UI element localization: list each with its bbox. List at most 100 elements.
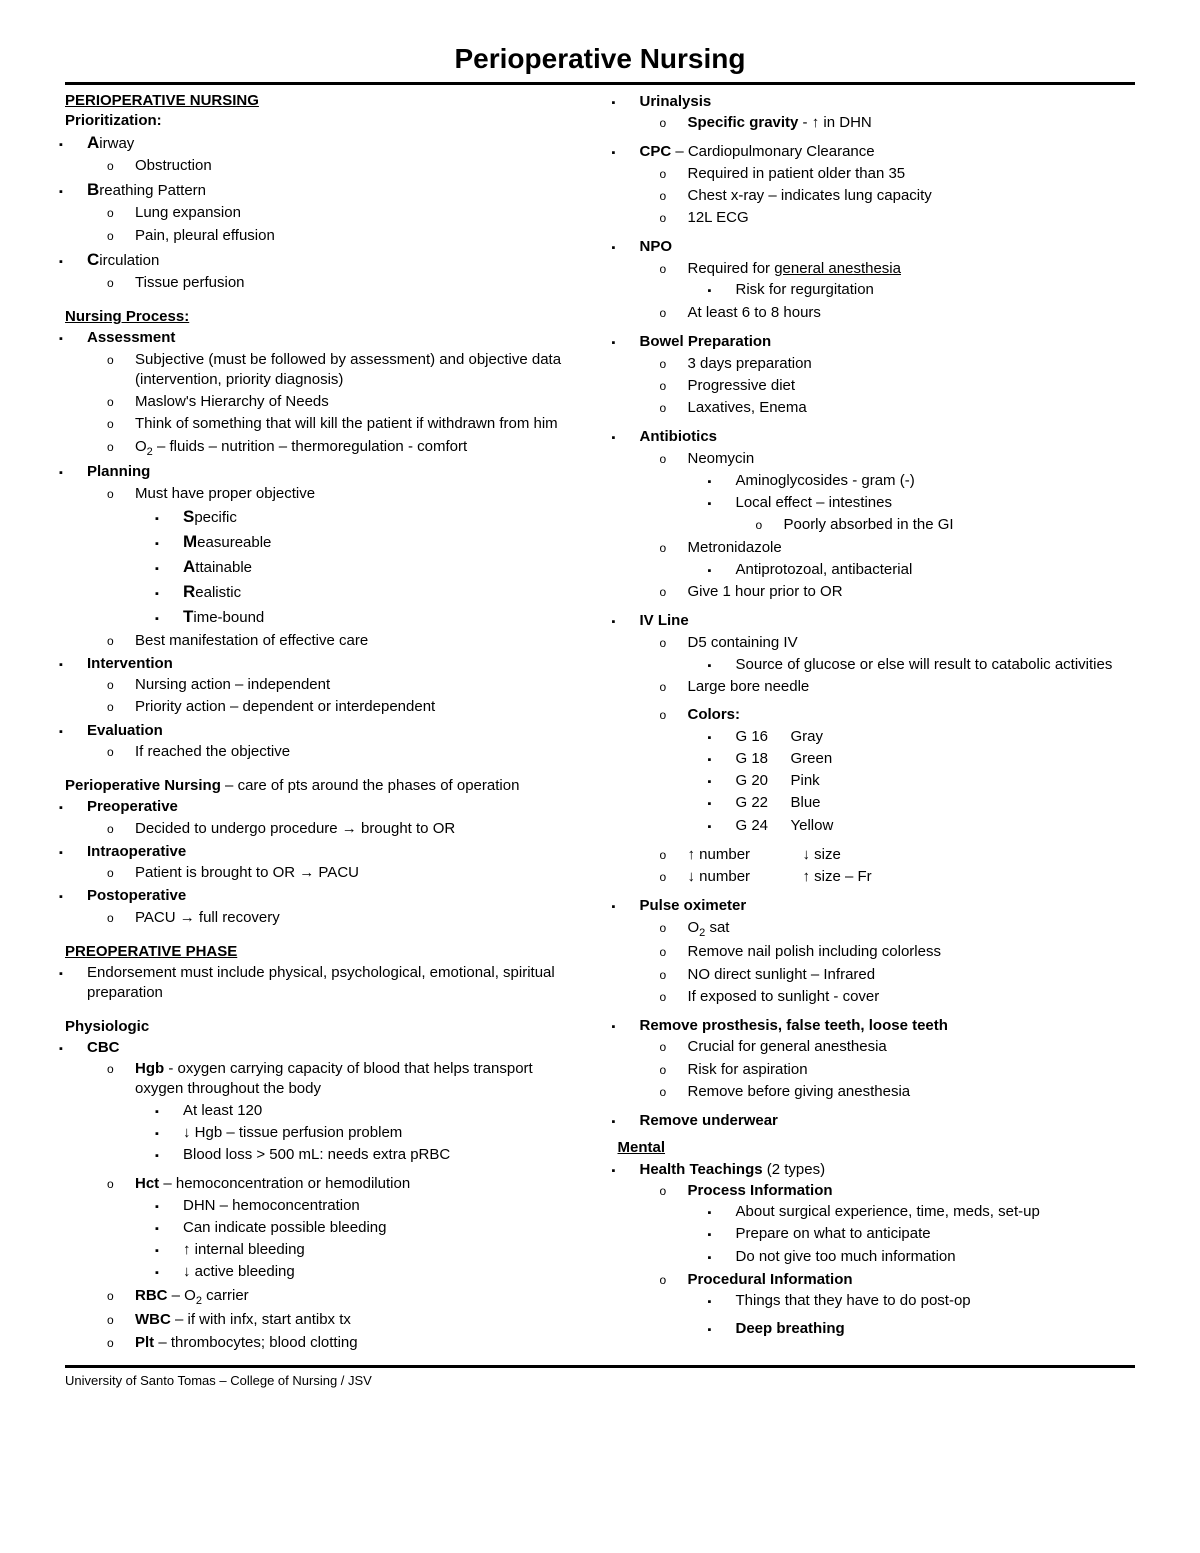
left-column: PERIOPERATIVE NURSING Prioritization: Ai… (65, 91, 583, 1355)
item-hgb-2: ↓ Hgb – tissue perfusion problem (183, 1122, 583, 1144)
item-hgb: Hgb - oxygen carrying capacity of blood … (135, 1058, 583, 1167)
item-assess-1: Subjective (must be followed by assessme… (135, 349, 583, 392)
item-endorsement: Endorsement must include physical, psych… (87, 962, 583, 1005)
item-bowel-2: Progressive diet (688, 375, 1136, 397)
item-planning: Planning Must have proper objective Spec… (87, 461, 583, 652)
item-plan-2: Best manifestation of effective care (135, 630, 583, 652)
section-heading-perioperative: PERIOPERATIVE NURSING (65, 91, 583, 111)
item-assess-4: O2 – fluids – nutrition – thermoregulati… (135, 436, 583, 461)
item-pulse-2: Remove nail polish including colorless (688, 941, 1136, 963)
section-heading-nursing-process: Nursing Process: (65, 307, 583, 327)
page-title: Perioperative Nursing (65, 40, 1135, 82)
item-npo-1a: Risk for regurgitation (736, 279, 1136, 301)
item-pulse-ox: Pulse oximeter O2 sat Remove nail polish… (640, 895, 1136, 1009)
item-iv-1: D5 containing IV (688, 632, 1136, 654)
section-heading-preop-phase: PREOPERATIVE PHASE (65, 942, 583, 962)
item-circulation: Circulation Tissue perfusion (87, 248, 583, 295)
item-npo: NPO Required for general anesthesia Risk… (640, 236, 1136, 325)
content-columns: PERIOPERATIVE NURSING Prioritization: Ai… (65, 91, 1135, 1355)
item-iv-2: Large bore needle (688, 676, 1136, 698)
item-rbc: RBC – O2 carrier (135, 1285, 583, 1310)
item-pulse-1: O2 sat (688, 917, 1136, 942)
item-evaluation: Evaluation If reached the objective (87, 720, 583, 765)
item-hct-4: ↓ active bleeding (183, 1261, 583, 1283)
item-antibiotics: Antibiotics Neomycin Aminoglycosides - g… (640, 426, 1136, 604)
item-wbc: WBC – if with infx, start antibx tx (135, 1309, 583, 1331)
item-iv-line: IV Line D5 containing IV Source of gluco… (640, 610, 1136, 889)
item-underwear: Remove underwear (640, 1110, 1136, 1132)
item-iv-1a: Source of glucose or else will result to… (736, 654, 1136, 676)
item-hct-2: Can indicate possible bleeding (183, 1217, 583, 1239)
color-row-22: G 22Blue (736, 792, 1136, 814)
item-breathing: Breathing Pattern Lung expansion Pain, p… (87, 178, 583, 247)
item-ht-process: Process Information About surgical exper… (688, 1180, 1136, 1269)
item-ht1b: Prepare on what to anticipate (736, 1223, 1136, 1245)
section-heading-mental: Mental (618, 1138, 1136, 1158)
item-abx-1a: Aminoglycosides - gram (-) (736, 470, 1136, 492)
item-abx-2a: Antiprotozoal, antibacterial (736, 559, 1136, 581)
item-abx-1b1: Poorly absorbed in the GI (784, 514, 1136, 536)
item-plan-1: Must have proper objective (135, 483, 583, 505)
divider-top (65, 82, 1135, 85)
item-pulse-3: NO direct sunlight – Infrared (688, 964, 1136, 986)
item-assess-3: Think of something that will kill the pa… (135, 413, 583, 435)
item-specific-gravity: Specific gravity - ↑ in DHN (688, 112, 1136, 134)
item-int-1: Nursing action – independent (135, 674, 583, 696)
item-urinalysis: Urinalysis Specific gravity - ↑ in DHN (640, 91, 1136, 136)
item-hgb-3: Blood loss > 500 mL: needs extra pRBC (183, 1144, 583, 1166)
right-column: Urinalysis Specific gravity - ↑ in DHN C… (618, 91, 1136, 1355)
document-page: Perioperative Nursing PERIOPERATIVE NURS… (0, 0, 1200, 1415)
item-npo-1: Required for general anesthesia Risk for… (688, 258, 1136, 303)
item-prosth-1: Crucial for general anesthesia (688, 1036, 1136, 1058)
item-airway-obstruction: Obstruction (135, 155, 583, 177)
footer-text: University of Santo Tomas – College of N… (65, 1368, 1135, 1390)
item-ht1a: About surgical experience, time, meds, s… (736, 1201, 1136, 1223)
item-bowel-1: 3 days preparation (688, 353, 1136, 375)
item-neomycin: Neomycin (688, 448, 1136, 470)
color-row-24: G 24Yellow (736, 815, 1136, 837)
item-assess-2: Maslow's Hierarchy of Needs (135, 391, 583, 413)
item-hgb-1: At least 120 (183, 1100, 583, 1122)
label-physiologic: Physiologic (65, 1017, 583, 1037)
color-row-20: G 20Pink (736, 770, 1136, 792)
size-row-down: ↓ number↑ size – Fr (688, 866, 1136, 888)
item-preoperative: Preoperative Decided to undergo procedur… (87, 796, 583, 841)
item-eval-1: If reached the objective (135, 741, 583, 763)
item-npo-2: At least 6 to 8 hours (688, 302, 1136, 324)
item-cpc-3: 12L ECG (688, 207, 1136, 229)
item-intraop-1: Patient is brought to OR → PACU (135, 862, 583, 884)
item-cpc-1: Required in patient older than 35 (688, 163, 1136, 185)
item-abx-3: Give 1 hour prior to OR (688, 581, 1136, 603)
item-colors: Colors: G 16Gray G 18Green G 20Pink G 22… (688, 704, 1136, 838)
item-airway: Airway Obstruction (87, 131, 583, 178)
item-ht2b: Deep breathing (736, 1318, 1136, 1340)
item-pain-effusion: Pain, pleural effusion (135, 225, 583, 247)
item-cbc: CBC Hgb - oxygen carrying capacity of bl… (87, 1037, 583, 1355)
item-cpc: CPC – Cardiopulmonary Clearance Required… (640, 141, 1136, 230)
item-intraoperative: Intraoperative Patient is brought to OR … (87, 841, 583, 886)
item-postoperative: Postoperative PACU → full recovery (87, 885, 583, 930)
item-metronidazole: Metronidazole (688, 537, 1136, 559)
item-tissue-perfusion: Tissue perfusion (135, 272, 583, 294)
item-intervention: Intervention Nursing action – independen… (87, 653, 583, 720)
item-ht-procedural: Procedural Information Things that they … (688, 1269, 1136, 1342)
item-measurable: Measureable (183, 530, 583, 555)
item-abx-1b: Local effect – intestines (736, 492, 1136, 514)
item-prosthesis: Remove prosthesis, false teeth, loose te… (640, 1015, 1136, 1104)
item-ht2a: Things that they have to do post-op (736, 1290, 1136, 1312)
item-attainable: Attainable (183, 555, 583, 580)
item-hct: Hct – hemoconcentration or hemodilution … (135, 1173, 583, 1284)
item-prosth-3: Remove before giving anesthesia (688, 1081, 1136, 1103)
color-row-16: G 16Gray (736, 726, 1136, 748)
item-specific: Specific (183, 505, 583, 530)
item-hct-1: DHN – hemoconcentration (183, 1195, 583, 1217)
item-bowel: Bowel Preparation 3 days preparation Pro… (640, 331, 1136, 420)
item-plt: Plt – thrombocytes; blood clotting (135, 1332, 583, 1354)
text-periop-nursing: Perioperative Nursing – care of pts arou… (65, 776, 583, 796)
item-assessment: Assessment Subjective (must be followed … (87, 327, 583, 461)
item-pulse-4: If exposed to sunlight - cover (688, 986, 1136, 1008)
item-postop-1: PACU → full recovery (135, 907, 583, 929)
item-int-2: Priority action – dependent or interdepe… (135, 696, 583, 718)
item-prosth-2: Risk for aspiration (688, 1059, 1136, 1081)
item-bowel-3: Laxatives, Enema (688, 397, 1136, 419)
